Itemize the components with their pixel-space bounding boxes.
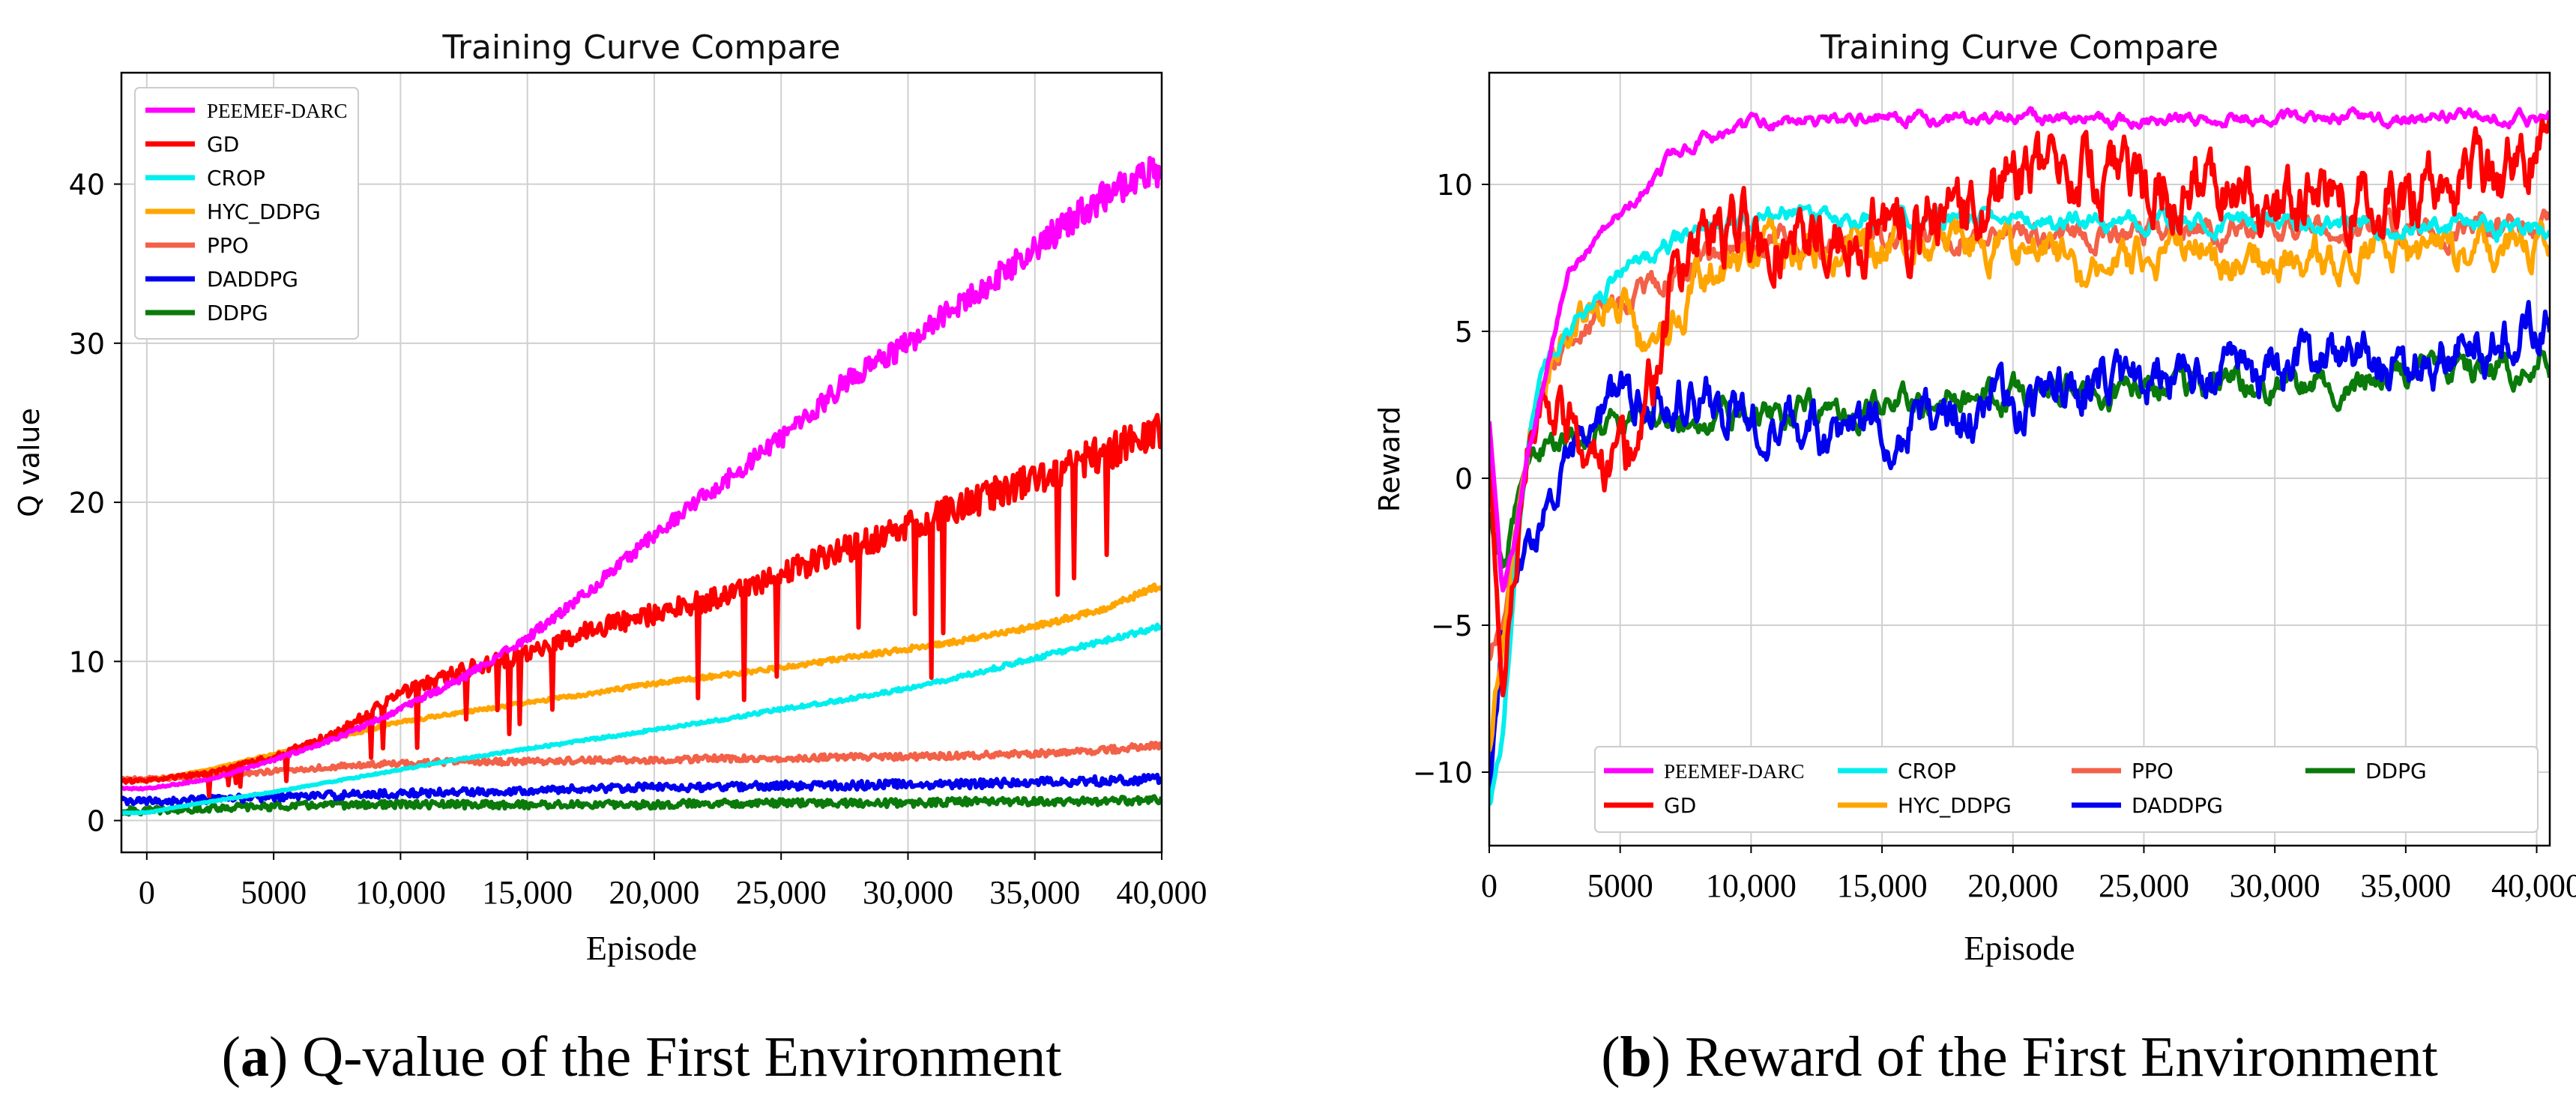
reward-chart: 0 5000 10,000 15,000 20,000 25,000 30,000 35,00… (1373, 28, 2576, 1089)
x-tick-label: 15,000 (1837, 867, 1928, 904)
y-tick-label: 0 (87, 805, 105, 838)
legend-label-gd: GD (1664, 793, 1696, 818)
x-tick-label: 0 (1481, 867, 1497, 904)
series-line-peemef-darc (121, 156, 1162, 792)
series-line-daddpg (1489, 300, 2550, 800)
series-line-peemef-darc (1489, 106, 2550, 593)
chart-title: Training Curve Compare (1820, 28, 2218, 67)
x-tick-label: 40,000 (1117, 874, 1207, 911)
x-tick-label: 5000 (241, 874, 307, 911)
x-tick-label: 30,000 (2230, 867, 2320, 904)
x-axis-label: Episode (1964, 929, 2075, 967)
y-tick-label: −5 (1431, 609, 1473, 642)
y-axis-label: Q value (13, 408, 46, 517)
series-line-daddpg (121, 772, 1162, 807)
plot-area (1489, 73, 2550, 846)
x-tick-label: 40,000 (2491, 867, 2576, 904)
legend-label-ppo: PPO (207, 233, 249, 258)
y-tick-label: 5 (1455, 316, 1473, 349)
legend-box (1594, 746, 2539, 833)
series-line-crop (121, 622, 1162, 816)
series-line-gd (1489, 116, 2550, 698)
legend-label-ddpg: DDPG (207, 301, 268, 325)
legend-label-hyc-ddpg: HYC_DDPG (207, 199, 321, 224)
series-line-ddpg (1489, 349, 2550, 569)
y-tick-label: 40 (69, 169, 105, 202)
q-value-chart: 0 5000 10,000 15,000 20,000 25,000 30,000 35,00… (13, 28, 1207, 1089)
x-tick-label: 0 (139, 874, 155, 911)
legend-label-ddpg: DDPG (2365, 759, 2427, 783)
x-tick-label: 35,000 (2360, 867, 2451, 904)
y-tick-label: 10 (69, 645, 105, 678)
series-line-ppo (121, 741, 1162, 783)
legend-label-peemef-darc: PEEMEF-DARC (207, 100, 348, 122)
legend: PEEMEF-DARC GD CROP HYC_DDPG PPO DADDPG DDPG (134, 87, 359, 340)
legend-label-daddpg: DADDPG (2132, 793, 2223, 818)
legend: PEEMEF-DARC GD CROP HYC_DDPG PPO DADDPG DDPG (1594, 746, 2539, 833)
y-axis-label: Reward (1373, 406, 1406, 513)
series-group (121, 156, 1162, 817)
x-tick-label: 5000 (1587, 867, 1653, 904)
legend-box (134, 87, 359, 340)
legend-label-crop: CROP (1898, 759, 1956, 783)
subfigure-caption: (b) Reward of the First Environment (1601, 1026, 2438, 1089)
x-tick-label: 10,000 (1706, 867, 1797, 904)
legend-label-crop: CROP (207, 166, 265, 190)
axes-frame (120, 71, 1163, 854)
x-tick-label: 15,000 (482, 874, 573, 911)
x-tick-label: 25,000 (736, 874, 827, 911)
series-group (1489, 106, 2550, 806)
x-tick-label: 35,000 (989, 874, 1080, 911)
subfigure-caption: (a) Q-value of the First Environment (222, 1026, 1062, 1089)
x-tick-label: 25,000 (2099, 867, 2189, 904)
x-tick-label: 20,000 (1967, 867, 2058, 904)
x-axis-label: Episode (586, 929, 697, 967)
x-tick-label: 10,000 (355, 874, 446, 911)
x-tick-label: 30,000 (863, 874, 953, 911)
legend-label-ppo: PPO (2132, 759, 2174, 783)
legend-label-hyc-ddpg: HYC_DDPG (1898, 793, 2012, 818)
axes-frame (1488, 71, 2551, 847)
y-tick-label: 10 (1437, 169, 1473, 202)
x-tick-label: 20,000 (609, 874, 699, 911)
chart-title: Training Curve Compare (442, 28, 841, 67)
y-tick-label: 0 (1455, 463, 1473, 496)
series-line-ddpg (121, 794, 1162, 817)
series-line-gd (121, 412, 1162, 798)
legend-label-peemef-darc: PEEMEF-DARC (1664, 760, 1805, 783)
y-tick-label: 30 (69, 328, 105, 361)
legend-label-gd: GD (207, 132, 239, 157)
y-tick-label: −10 (1413, 756, 1473, 789)
legend-label-daddpg: DADDPG (207, 267, 298, 292)
y-tick-label: 20 (69, 487, 105, 520)
